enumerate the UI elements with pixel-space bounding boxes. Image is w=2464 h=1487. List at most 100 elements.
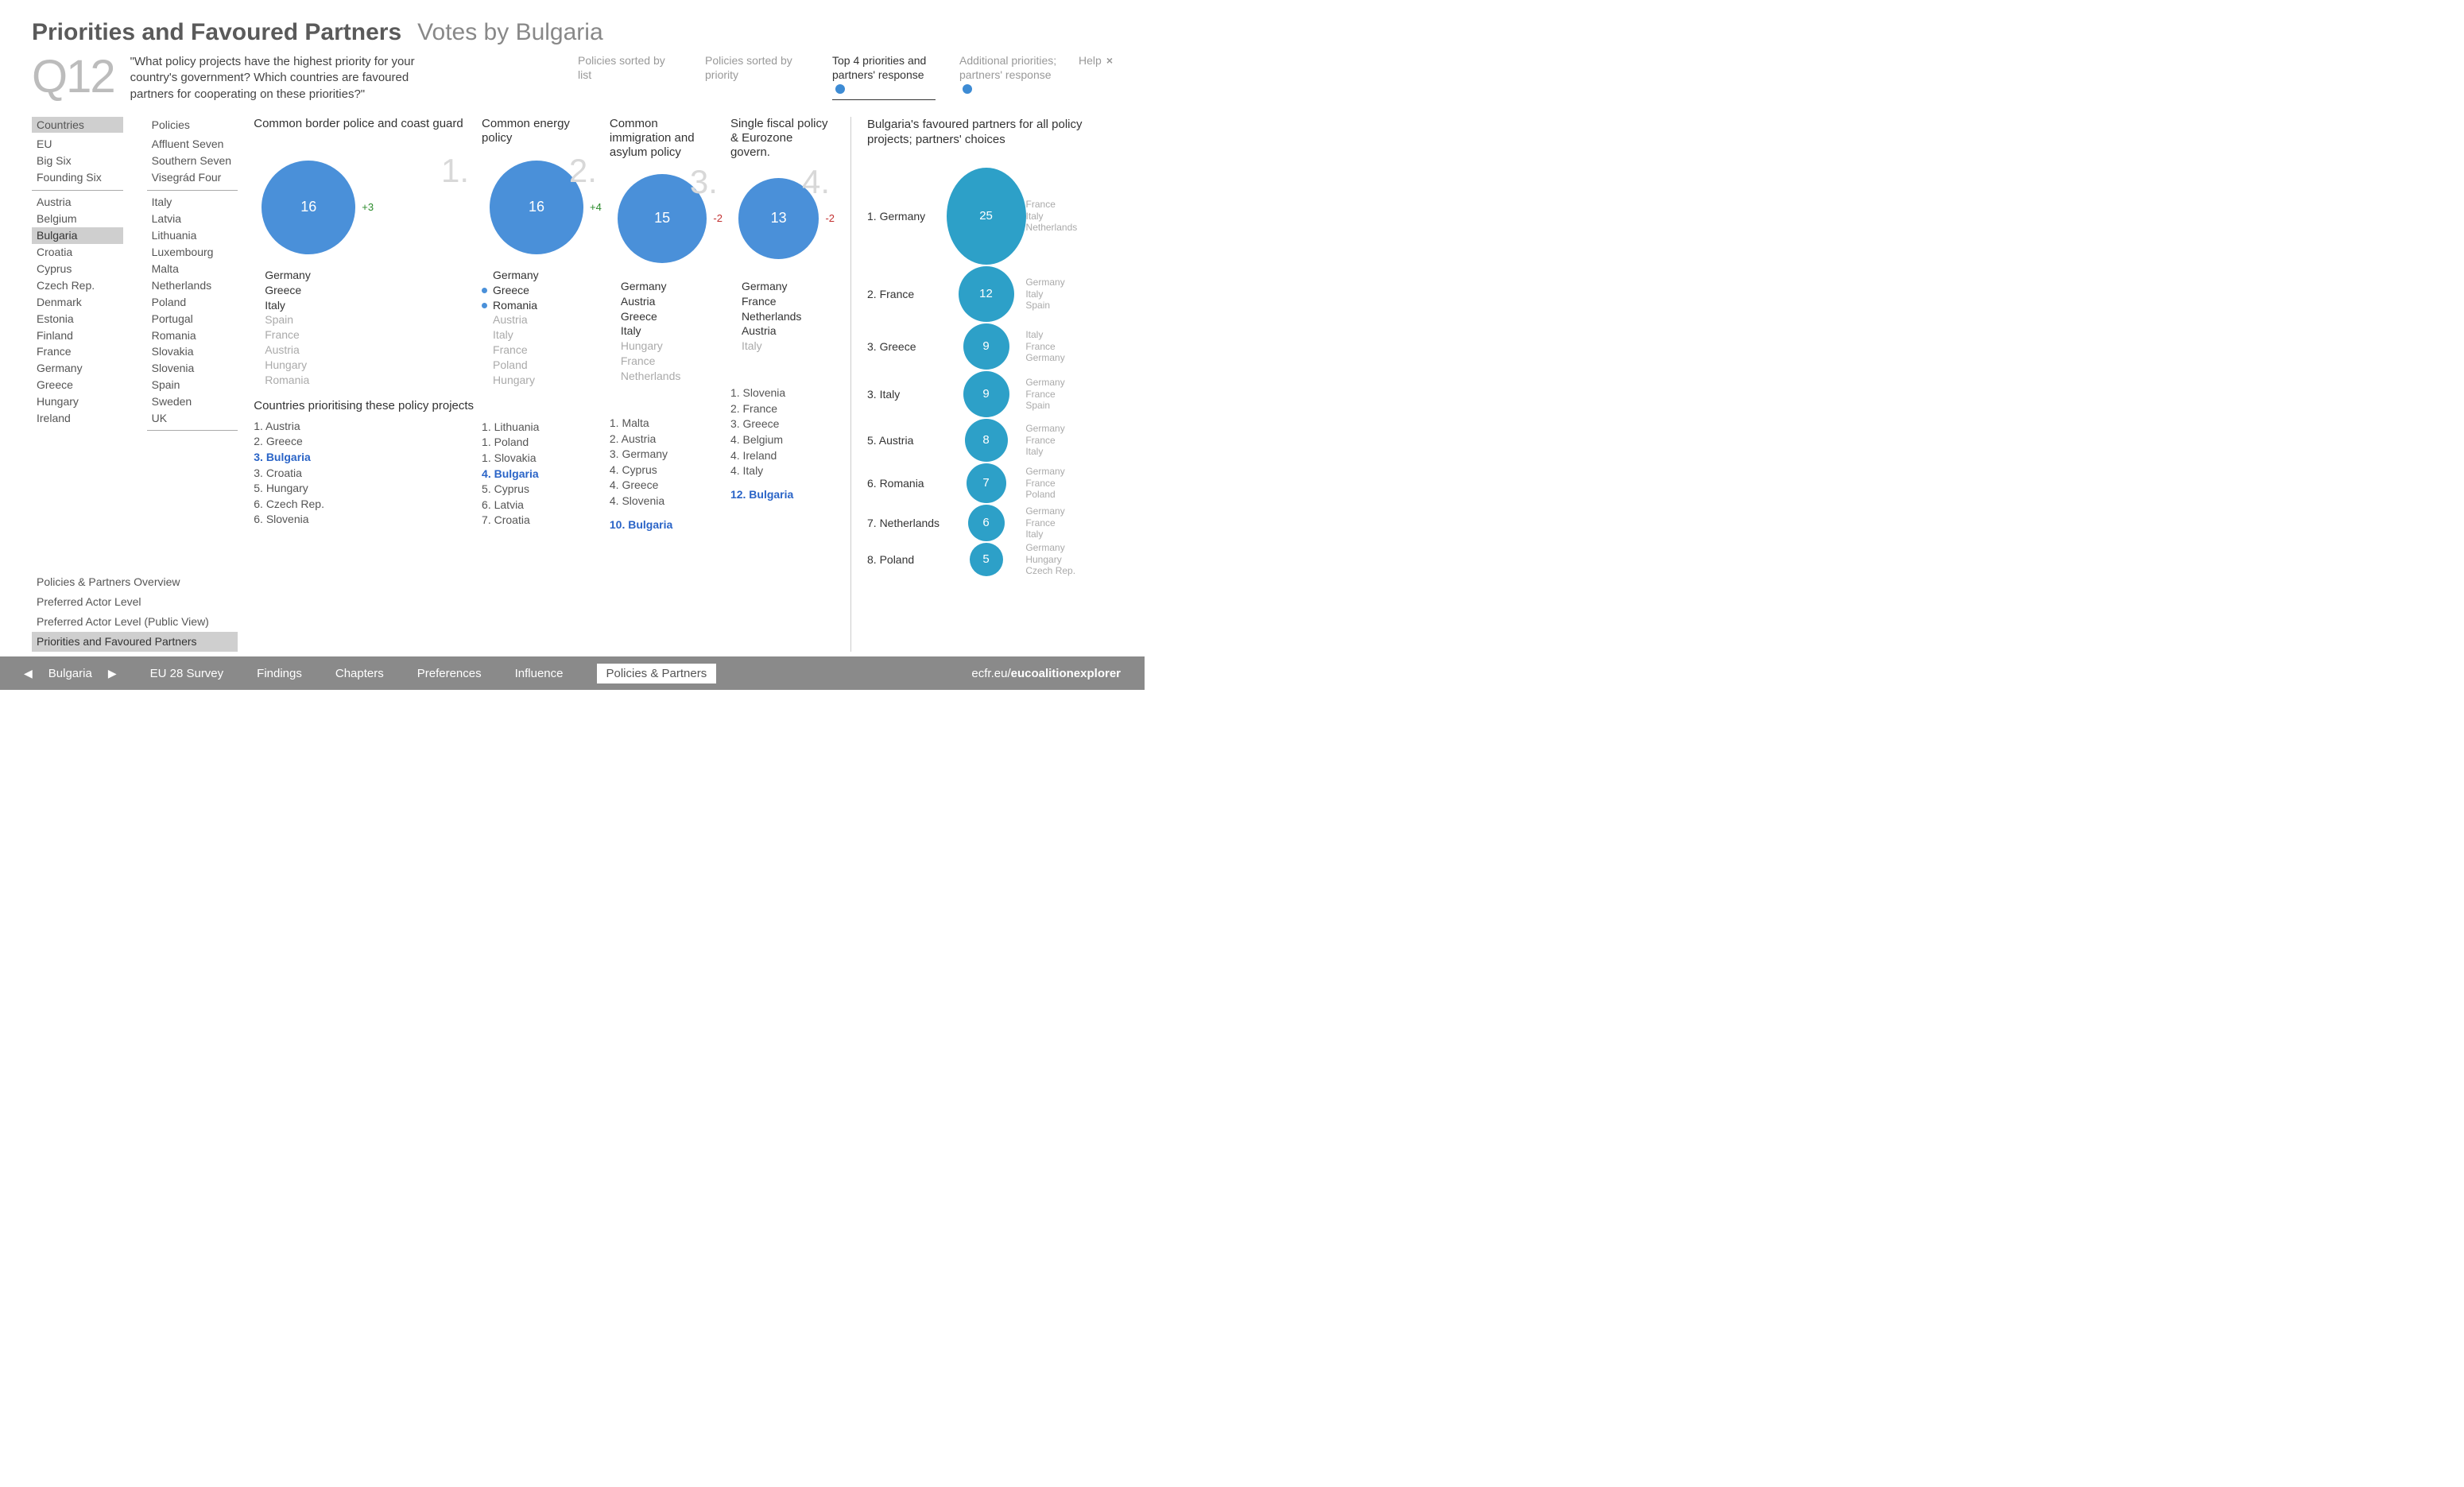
sidebar-bottom-nav: Policies & Partners OverviewPreferred Ac… xyxy=(32,548,238,652)
favoured-partner-sublist: ItalyFranceGermany xyxy=(1025,329,1113,363)
footer-url: ecfr.eu/eucoalitionexplorer xyxy=(971,667,1121,680)
partner-item: Germany xyxy=(482,268,602,283)
footer-bar: ◀ Bulgaria ▶ EU 28 Survey Findings Chapter… xyxy=(0,656,1145,690)
priority-title: Single fiscal policy & Eurozone govern. xyxy=(730,117,835,160)
sidebar-item[interactable]: Belgium xyxy=(32,211,123,227)
sidebar-item[interactable]: Croatia xyxy=(32,244,123,261)
sidebar-item[interactable]: Malta xyxy=(147,261,238,277)
partner-item: Italy xyxy=(730,339,835,354)
prioritising-item: 4. Slovenia xyxy=(610,494,723,509)
partner-item: Romania xyxy=(482,298,602,313)
sidebar-item[interactable]: Germany xyxy=(32,360,123,377)
sidebar-item[interactable]: Ireland xyxy=(32,410,123,427)
sidebar-item[interactable]: Austria xyxy=(32,194,123,211)
sidebar-item[interactable]: Greece xyxy=(32,377,123,393)
sidebar-item[interactable]: Slovakia xyxy=(147,343,238,360)
close-icon: × xyxy=(1106,54,1113,67)
priority-delta: +4 xyxy=(590,201,602,213)
view-tabs: Policies sorted by list Policies sorted b… xyxy=(578,54,1063,100)
favoured-partner-bubble: 8 xyxy=(965,419,1008,462)
partner-list: GermanyGreeceRomaniaAustriaItalyFrancePo… xyxy=(482,268,602,388)
prioritising-item: 3. Croatia xyxy=(254,466,474,482)
sidebar-item[interactable]: Spain xyxy=(147,377,238,393)
sidebar-item[interactable]: Bulgaria xyxy=(32,227,123,244)
sidebar-bottom-link[interactable]: Preferred Actor Level xyxy=(32,592,238,612)
sidebar-item[interactable]: Lithuania xyxy=(147,227,238,244)
sidebar-divider xyxy=(147,430,238,431)
sidebar-item[interactable]: Big Six xyxy=(32,153,123,169)
partner-item: Greece xyxy=(482,283,602,298)
partner-list: GermanyAustriaGreeceItalyHungaryFranceNe… xyxy=(610,279,723,384)
favoured-partner-bubble: 9 xyxy=(963,371,1009,417)
dot-icon xyxy=(482,303,487,308)
sidebar-item[interactable]: UK xyxy=(147,410,238,427)
sidebar-item[interactable]: Hungary xyxy=(32,393,123,410)
sidebar-bottom-link[interactable]: Policies & Partners Overview xyxy=(32,572,238,592)
priority-title: Common border police and coast guard xyxy=(254,117,474,149)
sidebar-item[interactable]: Italy xyxy=(147,194,238,211)
sidebar-item[interactable]: Latvia xyxy=(147,211,238,227)
sidebar-item[interactable]: EU xyxy=(32,136,123,153)
partner-item: Germany xyxy=(610,279,723,294)
sidebar-item[interactable]: Denmark xyxy=(32,294,123,311)
sidebar-item[interactable]: France xyxy=(32,343,123,360)
footer-country-nav: ◀ Bulgaria ▶ xyxy=(24,667,117,680)
sidebar-bottom-link[interactable]: Preferred Actor Level (Public View) xyxy=(32,612,238,632)
sidebar-item[interactable]: Portugal xyxy=(147,311,238,327)
sidebar-item[interactable]: Netherlands xyxy=(147,277,238,294)
next-arrow-icon[interactable]: ▶ xyxy=(108,667,117,680)
favoured-partner-row: 2. France12GermanyItalySpain xyxy=(867,265,1113,323)
favoured-partner-sublist: GermanyHungaryCzech Rep. xyxy=(1025,542,1113,576)
page-header: Priorities and Favoured Partners Votes b… xyxy=(32,19,1113,46)
sidebar-item[interactable]: Sweden xyxy=(147,393,238,410)
sidebar-item[interactable]: Romania xyxy=(147,327,238,344)
prev-arrow-icon[interactable]: ◀ xyxy=(24,667,33,680)
footer-nav-item[interactable]: Policies & Partners xyxy=(597,664,717,683)
sidebar-head-policies[interactable]: Policies xyxy=(147,117,238,133)
sidebar: Countries EUBig SixFounding Six AustriaB… xyxy=(32,117,238,652)
sidebar-item[interactable]: Finland xyxy=(32,327,123,344)
sidebar-item[interactable]: Cyprus xyxy=(32,261,123,277)
view-tab[interactable]: Additional priorities; partners' respons… xyxy=(959,54,1063,99)
help-button[interactable]: Help × xyxy=(1079,54,1113,67)
partner-item: Hungary xyxy=(254,358,474,373)
footer-nav-item[interactable]: EU 28 Survey xyxy=(150,667,224,680)
view-tab[interactable]: Top 4 priorities and partners' response xyxy=(832,54,936,100)
sidebar-item[interactable]: Visegrád Four xyxy=(147,169,238,186)
prioritising-item: 4. Italy xyxy=(730,463,835,479)
partner-item: Netherlands xyxy=(610,369,723,384)
sidebar-item[interactable]: Poland xyxy=(147,294,238,311)
prioritising-label: Countries prioritising these policy proj… xyxy=(254,399,474,412)
prioritising-item: 1. Malta xyxy=(610,416,723,432)
sidebar-item[interactable]: Czech Rep. xyxy=(32,277,123,294)
sidebar-item[interactable]: Estonia xyxy=(32,311,123,327)
sidebar-bottom-link[interactable]: Priorities and Favoured Partners xyxy=(32,632,238,652)
partner-item: Austria xyxy=(482,312,602,327)
question-code: Q12 xyxy=(32,54,114,100)
sidebar-divider xyxy=(147,190,238,191)
footer-nav-item[interactable]: Findings xyxy=(257,667,302,680)
sidebar-item[interactable]: Southern Seven xyxy=(147,153,238,169)
partner-item: Netherlands xyxy=(730,309,835,324)
favoured-partner-bubble: 25 xyxy=(947,168,1026,265)
footer-nav-item[interactable]: Chapters xyxy=(335,667,384,680)
prioritising-item: 1. Slovakia xyxy=(482,451,602,467)
favoured-partner-sublist: GermanyFranceSpain xyxy=(1025,377,1113,411)
partner-item: France xyxy=(254,327,474,343)
sidebar-item[interactable]: Luxembourg xyxy=(147,244,238,261)
priority-title: Common immigration and asylum policy xyxy=(610,117,723,160)
sidebar-head-countries[interactable]: Countries xyxy=(32,117,123,133)
partner-item: Austria xyxy=(610,294,723,309)
sidebar-item[interactable]: Founding Six xyxy=(32,169,123,186)
footer-nav-item[interactable]: Influence xyxy=(515,667,564,680)
footer-nav-item[interactable]: Preferences xyxy=(417,667,482,680)
sidebar-item[interactable]: Affluent Seven xyxy=(147,136,238,153)
favoured-partner-row: 5. Austria8GermanyFranceItaly xyxy=(867,418,1113,463)
sidebar-item[interactable]: Slovenia xyxy=(147,360,238,377)
help-label: Help xyxy=(1079,54,1102,67)
view-tab[interactable]: Policies sorted by priority xyxy=(705,54,808,85)
favoured-partner-label: 1. Germany xyxy=(867,210,947,223)
favoured-partner-label: 6. Romania xyxy=(867,477,947,490)
favoured-partner-sublist: FranceItalyNetherlands xyxy=(1026,199,1113,233)
view-tab[interactable]: Policies sorted by list xyxy=(578,54,681,85)
